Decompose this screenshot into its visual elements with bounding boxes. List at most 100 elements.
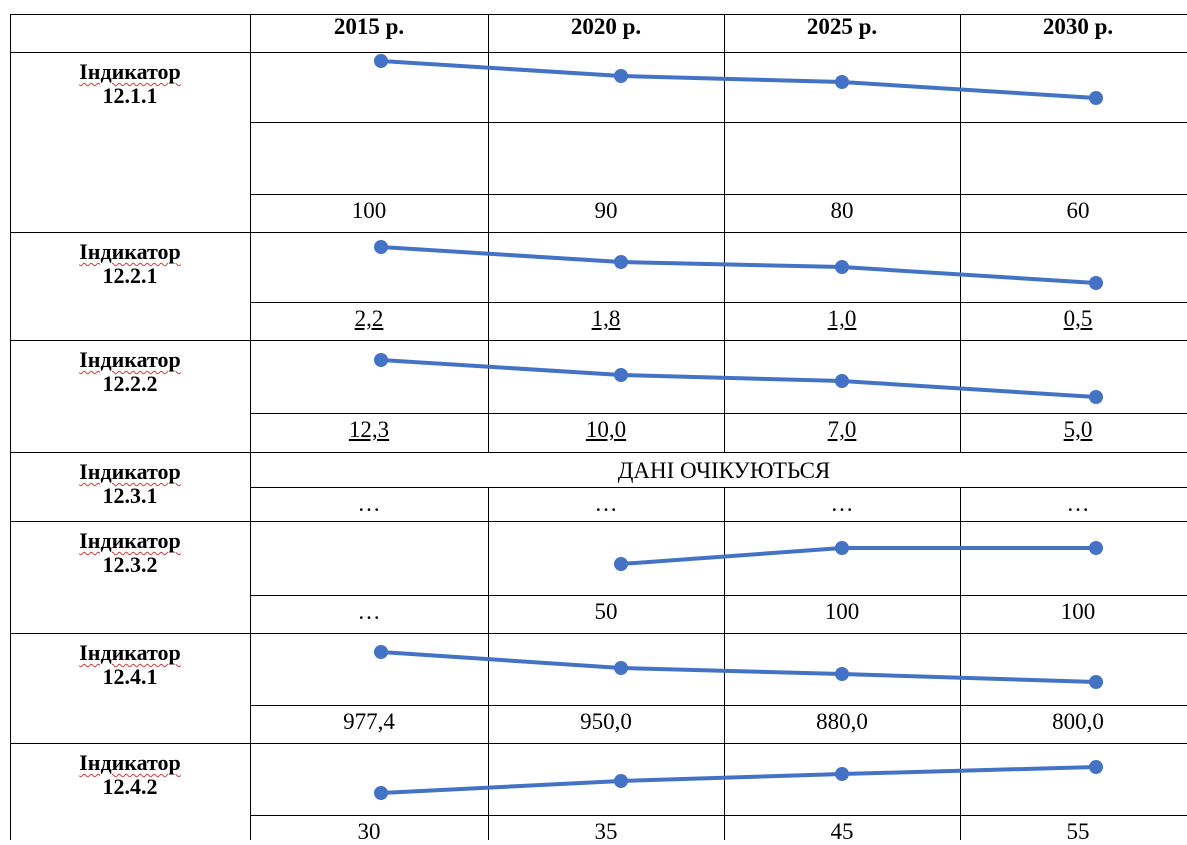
data-point — [1089, 91, 1103, 105]
year-header: 2015 р. — [333, 14, 405, 39]
value-cell: 90 — [594, 198, 618, 223]
data-point — [614, 661, 628, 675]
series-line — [380, 245, 1097, 285]
value-cell: 100 — [351, 198, 387, 223]
chart-row-divider — [250, 122, 1187, 123]
data-point — [614, 774, 628, 788]
series-line — [620, 546, 1096, 566]
value-cell: 1,8 — [591, 306, 621, 331]
data-point — [614, 557, 628, 571]
chart-row-divider — [250, 413, 1187, 414]
chart-row-divider — [250, 705, 1187, 706]
indicator-name: Індикатор — [79, 640, 181, 665]
data-point — [614, 368, 628, 382]
data-point — [614, 255, 628, 269]
value-cell: … — [594, 491, 618, 516]
indicator-row-border — [10, 743, 1187, 744]
indicator-name: Індикатор — [79, 528, 181, 553]
header-bottom-border — [10, 52, 1187, 53]
value-cell: … — [357, 491, 381, 516]
column-divider — [488, 487, 489, 840]
value-cell: 950,0 — [580, 709, 632, 734]
value-cell: 800,0 — [1052, 709, 1104, 734]
indicator-code: 12.4.1 — [102, 664, 158, 689]
data-point — [1089, 390, 1103, 404]
indicator-row-border — [10, 232, 1187, 233]
indicator-name: Індикатор — [79, 347, 181, 372]
chart-row-divider — [250, 487, 1187, 488]
value-cell: 10,0 — [585, 417, 627, 442]
value-cell: 100 — [824, 599, 860, 624]
indicator-code: 12.3.2 — [102, 552, 158, 577]
data-point — [835, 767, 849, 781]
data-point — [374, 645, 388, 659]
value-cell: … — [1066, 491, 1090, 516]
indicator-code: 12.3.1 — [102, 483, 158, 508]
value-cell: 7,0 — [827, 417, 857, 442]
indicator-row-border — [10, 521, 1187, 522]
value-cell: 80 — [830, 198, 854, 223]
indicator-label: Індикатор 12.1.1 — [79, 60, 181, 108]
data-point — [835, 75, 849, 89]
data-point — [1089, 760, 1103, 774]
indicator-name: Індикатор — [79, 239, 181, 264]
table-top-border — [10, 14, 1187, 15]
data-point — [835, 541, 849, 555]
value-cell: 1,0 — [827, 306, 857, 331]
value-cell: 2,2 — [354, 306, 384, 331]
table-left-border — [10, 14, 11, 840]
year-header: 2020 р. — [570, 14, 642, 39]
value-cell: 0,5 — [1063, 306, 1093, 331]
series-line — [380, 358, 1097, 399]
data-point — [374, 786, 388, 800]
data-point — [374, 54, 388, 68]
value-cell: 55 — [1066, 819, 1090, 844]
chart-row-divider — [250, 595, 1187, 596]
value-cell: 50 — [594, 599, 618, 624]
indicator-label: Індикатор 12.2.1 — [79, 240, 181, 288]
indicator-row-border — [10, 633, 1187, 634]
indicator-row-border — [10, 452, 1187, 453]
indicator-label: Індикатор 12.4.2 — [79, 751, 181, 799]
data-point — [835, 667, 849, 681]
indicator-name: Індикатор — [79, 59, 181, 84]
value-cell: 30 — [357, 819, 381, 844]
indicator-code: 12.2.2 — [102, 371, 158, 396]
indicator-name: Індикатор — [79, 459, 181, 484]
data-point — [1089, 541, 1103, 555]
column-divider — [960, 14, 961, 452]
data-pending-note: ДАНІ ОЧІКУЮТЬСЯ — [617, 458, 831, 483]
column-divider — [250, 14, 251, 840]
series-line — [380, 59, 1097, 100]
value-cell: 45 — [830, 819, 854, 844]
column-divider — [488, 14, 489, 452]
data-point — [374, 240, 388, 254]
value-cell: 5,0 — [1063, 417, 1093, 442]
chart-row-divider — [250, 302, 1187, 303]
data-point — [1089, 675, 1103, 689]
data-point — [835, 374, 849, 388]
value-cell: 880,0 — [816, 709, 868, 734]
value-cell: 12,3 — [348, 417, 390, 442]
indicator-label: Індикатор 12.2.2 — [79, 348, 181, 396]
column-divider — [960, 487, 961, 840]
value-cell: … — [357, 599, 381, 624]
indicator-code: 12.2.1 — [102, 263, 158, 288]
year-header: 2025 р. — [806, 14, 878, 39]
data-point — [1089, 276, 1103, 290]
indicator-code: 12.4.2 — [102, 774, 158, 799]
column-divider — [724, 14, 725, 452]
value-cell: 977,4 — [343, 709, 395, 734]
indicator-label: Індикатор 12.4.1 — [79, 641, 181, 689]
column-divider — [724, 487, 725, 840]
value-cell: 35 — [594, 819, 618, 844]
data-point — [614, 69, 628, 83]
chart-row-divider — [250, 194, 1187, 195]
series-line — [380, 650, 1097, 684]
data-point — [835, 260, 849, 274]
series-line — [380, 765, 1097, 795]
value-cell: 100 — [1060, 599, 1096, 624]
indicator-name: Індикатор — [79, 750, 181, 775]
